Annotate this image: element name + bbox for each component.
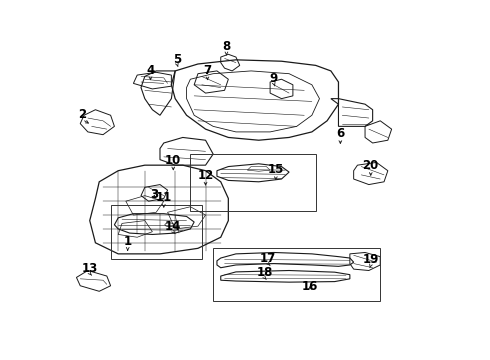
Text: 4: 4 [147,64,155,77]
Text: 19: 19 [363,253,379,266]
Text: 3: 3 [150,188,158,201]
Text: 16: 16 [302,280,318,293]
Text: 11: 11 [156,191,172,204]
Text: 14: 14 [165,220,181,233]
Text: 1: 1 [123,235,132,248]
Text: 18: 18 [256,266,272,279]
Text: 10: 10 [165,154,181,167]
Text: 7: 7 [203,64,212,77]
Text: 2: 2 [78,108,86,121]
Bar [213,248,380,301]
Text: 15: 15 [268,163,284,176]
Text: 20: 20 [363,159,379,172]
Text: 6: 6 [336,127,344,140]
Bar [190,154,316,211]
Text: 13: 13 [82,262,98,275]
Text: 8: 8 [222,40,231,53]
Bar [111,205,202,260]
Text: 17: 17 [260,252,276,265]
Text: 9: 9 [270,72,278,85]
Text: 12: 12 [197,169,214,182]
Text: 5: 5 [173,53,181,66]
